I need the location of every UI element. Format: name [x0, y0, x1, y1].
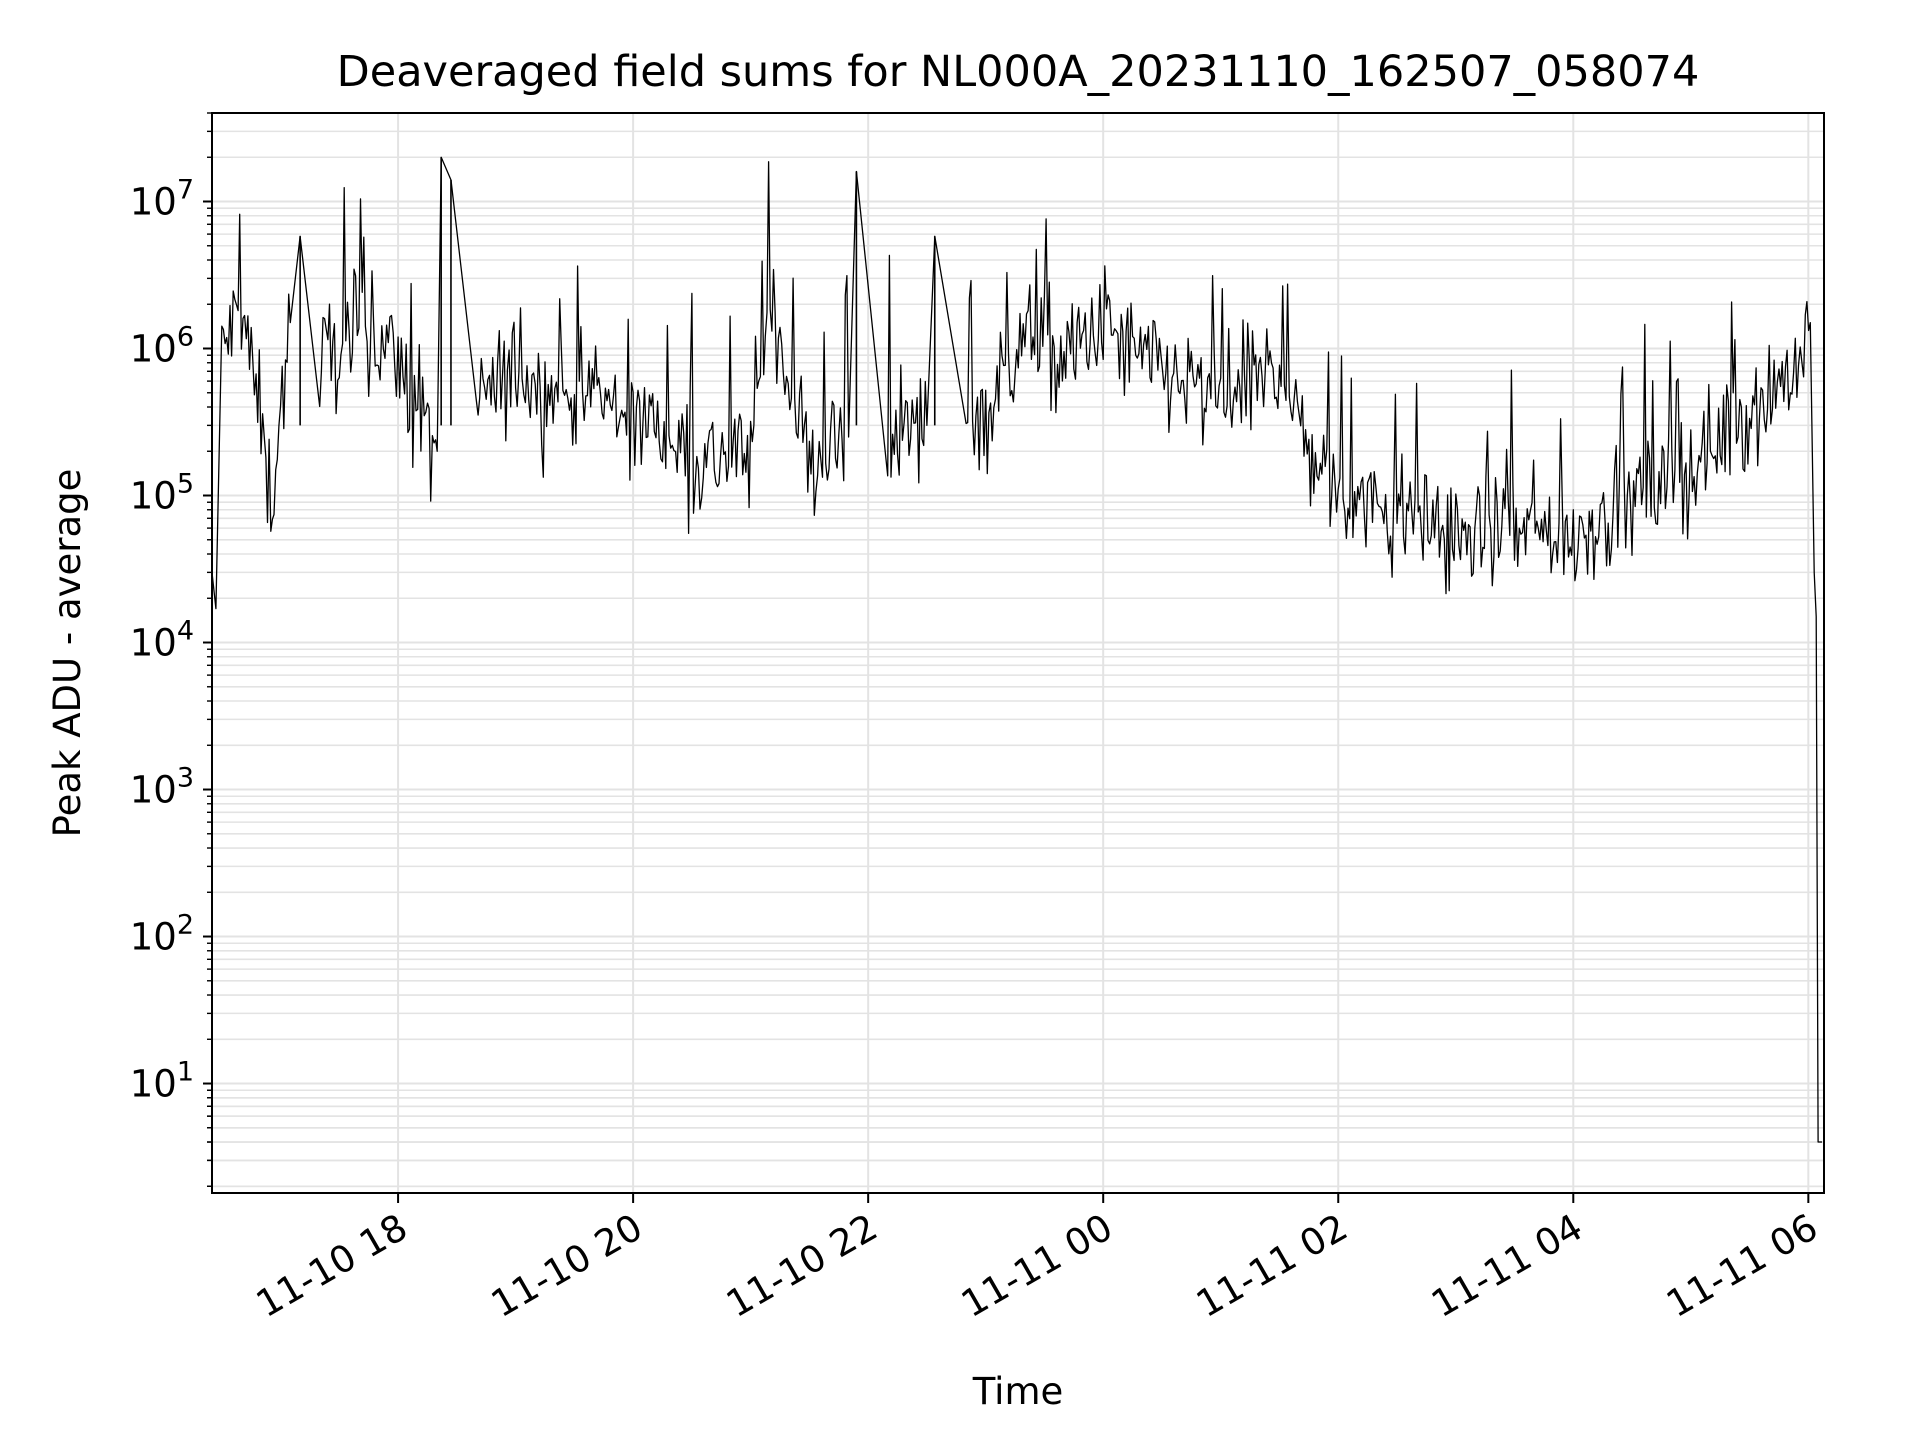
- plot-frame: [211, 112, 1825, 1194]
- grid-layer: [212, 112, 1824, 1193]
- y-tick-label: 107: [130, 175, 194, 224]
- chart-title: Deaveraged field sums for NL000A_2023111…: [337, 47, 1700, 97]
- y-axis-label: Peak ADU - average: [46, 469, 89, 838]
- y-tick-label: 104: [130, 616, 194, 665]
- y-tick-label: 103: [130, 763, 194, 812]
- y-tick-label: 105: [130, 469, 194, 518]
- y-tick-label: 106: [130, 322, 194, 371]
- x-axis-label: Time: [972, 1370, 1064, 1413]
- y-axis-ticks: 101 102 103 104 105 106 107: [130, 112, 212, 1187]
- series-line: [211, 156, 1822, 1143]
- y-tick-label: 101: [130, 1057, 194, 1106]
- y-tick-label: 102: [130, 910, 194, 959]
- series-layer: [211, 156, 1822, 1143]
